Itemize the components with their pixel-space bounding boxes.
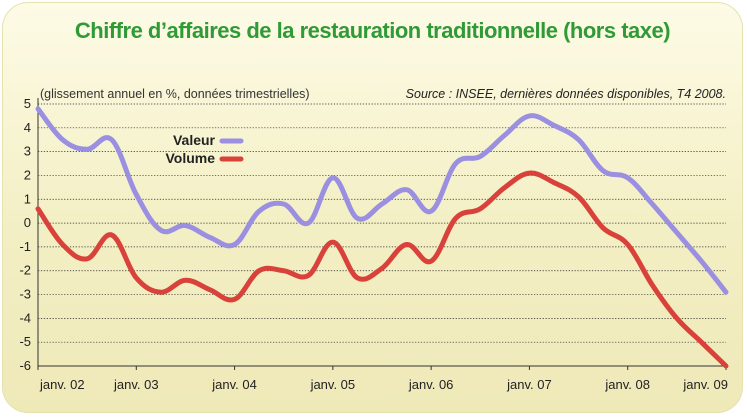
x-tick-labels: janv. 02 janv. 03 janv. 04 janv. 05 janv. 06…	[37, 366, 728, 392]
y-tick-label: -6	[19, 358, 31, 373]
series	[35, 106, 729, 369]
source-note: Source : INSEE, dernières données dispon…	[406, 87, 726, 101]
x-tick-label: janv. 09	[682, 377, 728, 392]
legend-label-volume: Volume	[165, 150, 215, 166]
series-line-valeur	[35, 106, 729, 295]
x-tick-label: janv. 08	[604, 377, 650, 392]
chart-panel: Chiffre d’affaires de la restauration tr…	[2, 2, 743, 413]
y-tick-labels: 5 4 3 2 1 0 -1 -2 -3 -4 -5 -6	[19, 96, 31, 373]
y-tick-label: 5	[24, 96, 31, 111]
x-tick-label: janv. 07	[506, 377, 552, 392]
y-tick-label: 0	[24, 215, 31, 230]
x-tick-label: janv. 03	[113, 377, 159, 392]
y-tick-label: -5	[19, 334, 31, 349]
legend: Valeur Volume	[165, 132, 244, 166]
y-tick-label: 3	[24, 144, 31, 159]
y-tick-label: 2	[24, 167, 31, 182]
legend-label-valeur: Valeur	[173, 132, 216, 148]
x-tick-label: janv. 02	[39, 377, 85, 392]
y-tick-label: 4	[24, 120, 31, 135]
axis-note: (glissement annuel en %, données trimest…	[40, 87, 310, 101]
y-tick-label: -2	[19, 263, 31, 278]
y-tick-label: -4	[19, 310, 31, 325]
y-tick-label: -1	[19, 239, 31, 254]
x-tick-label: janv. 06	[408, 377, 454, 392]
y-tick-label: -3	[19, 287, 31, 302]
x-tick-label: janv. 05	[310, 377, 356, 392]
x-tick-label: janv. 04	[211, 377, 257, 392]
series-line-volume	[35, 170, 729, 369]
grid	[37, 98, 726, 367]
y-tick-label: 1	[24, 191, 31, 206]
chart-title: Chiffre d’affaires de la restauration tr…	[74, 18, 671, 43]
